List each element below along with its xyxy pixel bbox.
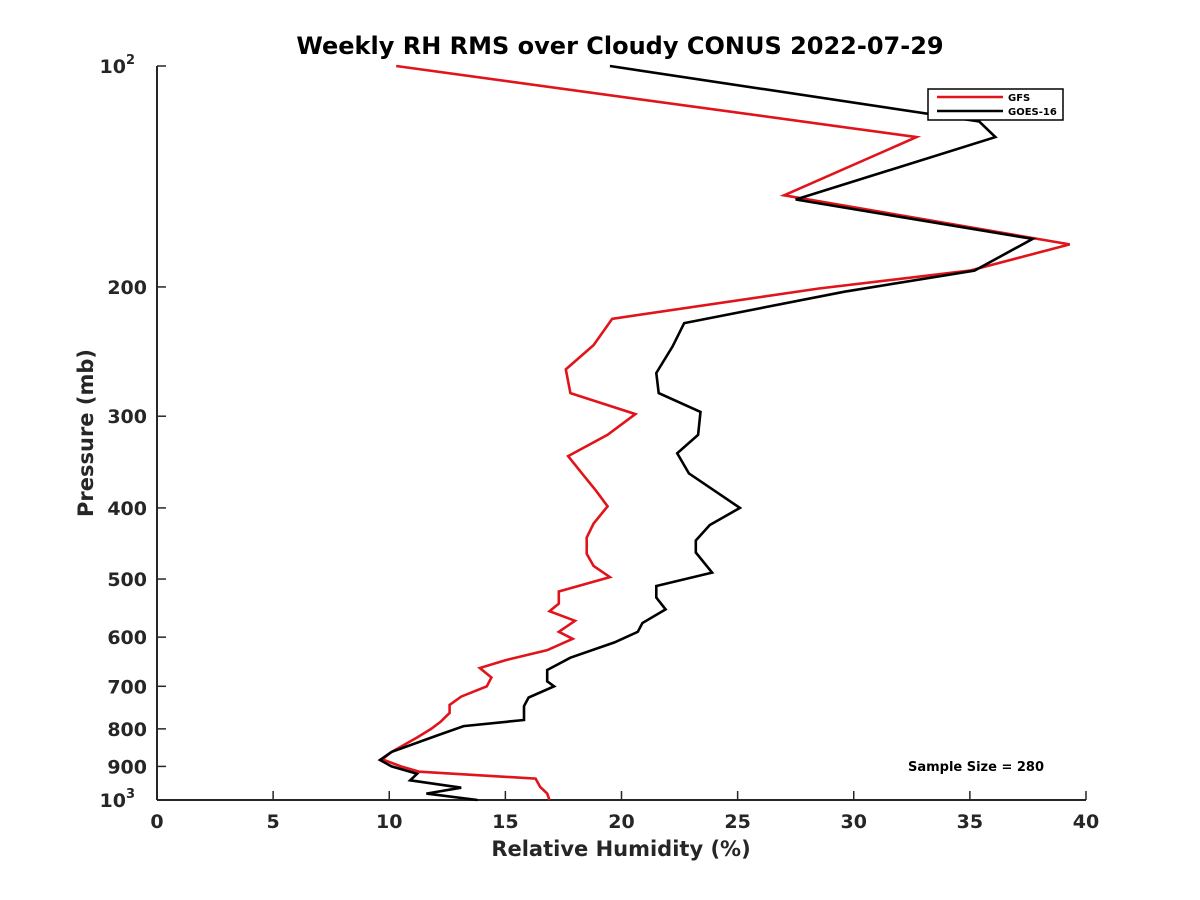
legend: GFS GOES-16 (927, 88, 1064, 121)
chart-title: Weekly RH RMS over Cloudy CONUS 2022-07-… (296, 32, 943, 60)
x-tick-label: 20 (608, 811, 634, 833)
x-tick-label: 5 (267, 811, 280, 833)
x-axis-ticks: 0 5 10 15 20 25 30 35 40 (150, 791, 1099, 833)
y-tick-label: 300 (107, 406, 147, 428)
x-tick-label: 0 (150, 811, 163, 833)
sample-size-annotation: Sample Size = 280 (908, 760, 1044, 775)
series-layer (377, 64, 1071, 802)
y-tick-label: 900 (107, 756, 147, 778)
y-tick-label: 800 (107, 719, 147, 741)
y-tick-label: 102 (100, 53, 136, 78)
legend-box (927, 88, 1064, 121)
y-axis-ticks: 102 200 300 400 500 600 700 800 900 103 (100, 53, 166, 812)
y-tick-label: 700 (107, 676, 147, 698)
x-axis-title: Relative Humidity (%) (491, 837, 750, 861)
x-tick-label: 40 (1073, 811, 1099, 833)
series-line-goes16 (377, 64, 1037, 802)
x-tick-label: 10 (376, 811, 402, 833)
x-tick-label: 30 (841, 811, 867, 833)
y-axis-title: Pressure (mb) (74, 349, 98, 517)
y-tick-label: 103 (100, 787, 136, 812)
y-tick-label: 600 (107, 627, 147, 649)
x-tick-label: 25 (724, 811, 750, 833)
x-tick-label: 15 (492, 811, 518, 833)
series-line-gfs (379, 64, 1071, 801)
legend-label-goes16: GOES-16 (1008, 107, 1057, 118)
y-tick-label: 200 (107, 277, 147, 299)
plot-area: 102 200 300 400 500 600 700 800 900 103 0 5 10 15 20 2… (100, 53, 1100, 833)
y-tick-label: 400 (107, 498, 147, 520)
x-tick-label: 35 (957, 811, 983, 833)
y-tick-label: 500 (107, 569, 147, 591)
legend-label-gfs: GFS (1008, 93, 1030, 104)
